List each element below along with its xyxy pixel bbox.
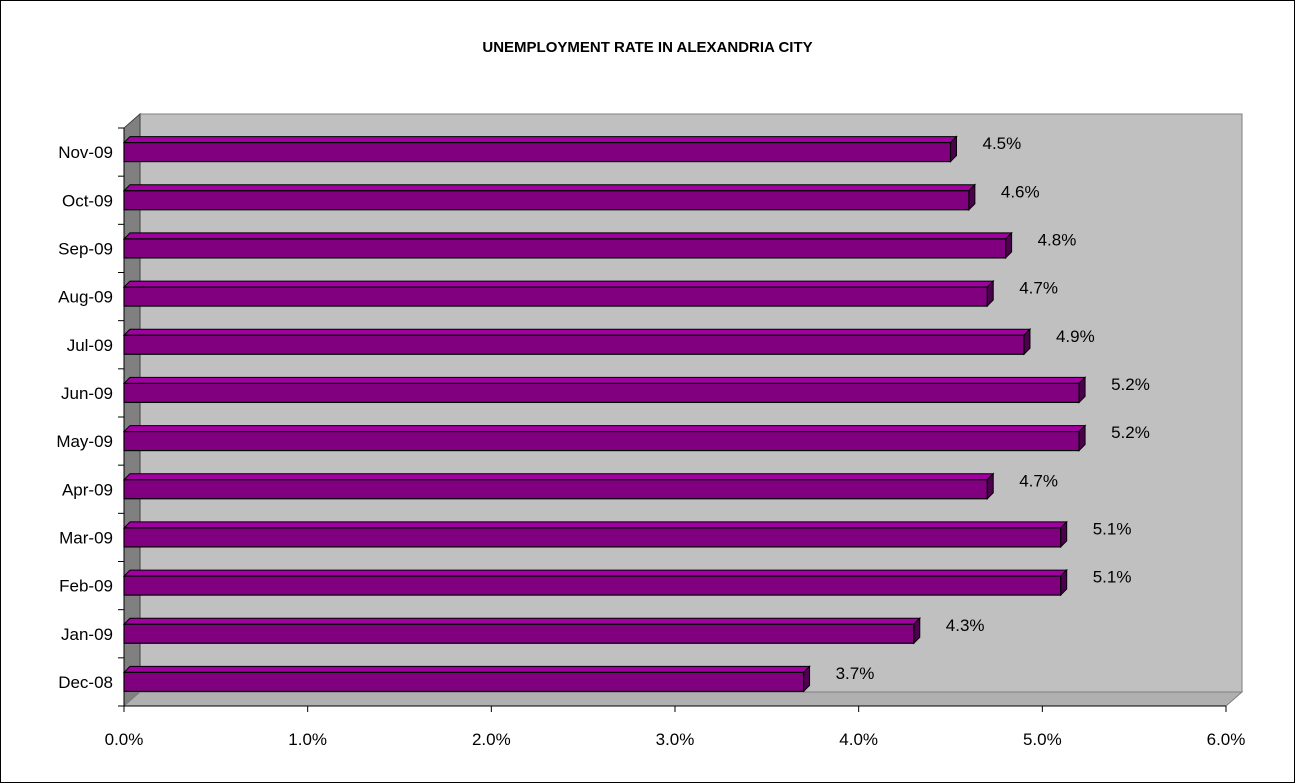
bar-top xyxy=(122,280,995,288)
x-tick-label: 6.0% xyxy=(1207,730,1246,749)
bar xyxy=(123,238,1007,259)
y-tick-label: Oct-09 xyxy=(62,191,113,210)
data-label: 5.2% xyxy=(1111,375,1150,394)
bar xyxy=(123,527,1062,548)
data-label: 4.9% xyxy=(1056,327,1095,346)
y-tick-label: Mar-09 xyxy=(59,528,113,547)
data-label: 5.1% xyxy=(1093,568,1132,587)
x-axis-labels: 0.0% 1.0% 2.0% 3.0% 4.0% 5.0% 6.0% xyxy=(105,706,1246,749)
bar-top xyxy=(122,328,1032,336)
bars xyxy=(122,135,1087,693)
y-tick-label: Jul-09 xyxy=(67,336,113,355)
bar-top xyxy=(122,376,1087,384)
bar-top xyxy=(122,425,1087,433)
bar xyxy=(123,575,1062,596)
data-label: 4.8% xyxy=(1038,230,1077,249)
bar xyxy=(123,382,1080,404)
data-label: 4.7% xyxy=(1019,471,1058,490)
bar-top xyxy=(122,136,958,144)
y-tick-label: Apr-09 xyxy=(62,480,113,499)
data-labels: 3.7% 4.3% 5.1% 5.1% 4.7% 5.2% 5.2% 4.9% 4.7% 4.8%… xyxy=(836,134,1150,683)
x-tick-label: 3.0% xyxy=(656,730,695,749)
bar-top xyxy=(122,232,1013,240)
data-label: 4.7% xyxy=(1019,279,1058,298)
bar-top xyxy=(122,665,811,673)
x-tick-label: 4.0% xyxy=(839,730,878,749)
y-tick-label: Sep-09 xyxy=(58,239,113,258)
bar xyxy=(123,141,952,163)
data-label: 5.2% xyxy=(1111,423,1150,442)
bar-top xyxy=(122,521,1068,529)
data-label: 4.5% xyxy=(983,134,1022,153)
data-label: 3.7% xyxy=(836,664,875,683)
bar-top xyxy=(122,473,995,481)
bar xyxy=(123,430,1080,452)
x-tick-label: 1.0% xyxy=(288,730,327,749)
data-label: 5.1% xyxy=(1093,519,1132,538)
y-tick-label: May-09 xyxy=(56,432,113,451)
bar xyxy=(123,671,805,693)
bar xyxy=(123,286,988,307)
bar xyxy=(123,479,988,500)
y-axis-labels: Dec-08 Jan-09 Feb-09 Mar-09 Apr-09 May-09 Jun-… xyxy=(56,127,124,707)
y-tick-label: Dec-08 xyxy=(58,673,113,692)
chart-title: UNEMPLOYMENT RATE IN ALEXANDRIA CITY xyxy=(482,39,813,56)
data-label: 4.3% xyxy=(946,616,985,635)
y-tick-label: Aug-09 xyxy=(58,288,113,307)
x-tick-label: 2.0% xyxy=(472,730,511,749)
x-tick-label: 0.0% xyxy=(105,730,144,749)
y-tick-label: Nov-09 xyxy=(58,143,113,162)
y-tick-label: Feb-09 xyxy=(59,577,113,596)
y-tick-label: Jan-09 xyxy=(61,625,113,644)
floor xyxy=(122,691,1244,707)
bar-top xyxy=(122,569,1068,577)
x-tick-label: 5.0% xyxy=(1023,730,1062,749)
bar-top xyxy=(122,617,921,625)
bar xyxy=(123,334,1025,355)
bar xyxy=(123,190,970,211)
bar xyxy=(123,623,915,644)
y-tick-label: Jun-09 xyxy=(61,384,113,403)
bar-top xyxy=(122,184,977,192)
data-label: 4.6% xyxy=(1001,182,1040,201)
